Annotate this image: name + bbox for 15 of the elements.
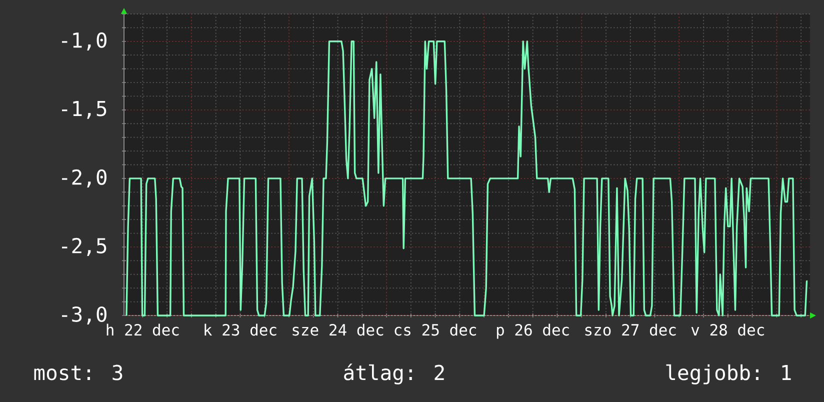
y-tick-label: -2,0 [62,169,106,188]
x-tick-label: szo 27 dec [585,324,676,336]
x-tick-label: p 26 dec [496,324,569,339]
x-tick-label: k 23 dec [204,324,276,336]
y-tick-label: -3,0 [62,306,106,325]
text: legjobb: 1 [666,364,791,384]
text: átlag: 2 [344,364,444,384]
y-tick-label: -1,0 [62,32,106,50]
y-tick-label: -1,5 [62,101,106,119]
x-tick-label: sze 24 dec [292,324,384,336]
x-tick-label: v 28 dec [691,324,764,336]
x-tick-label: h 22 dec [106,324,179,336]
text: most: 3 [34,364,122,380]
y-tick-label: -2,5 [62,238,106,256]
x-tick-label: cs 25 dec [394,324,476,336]
